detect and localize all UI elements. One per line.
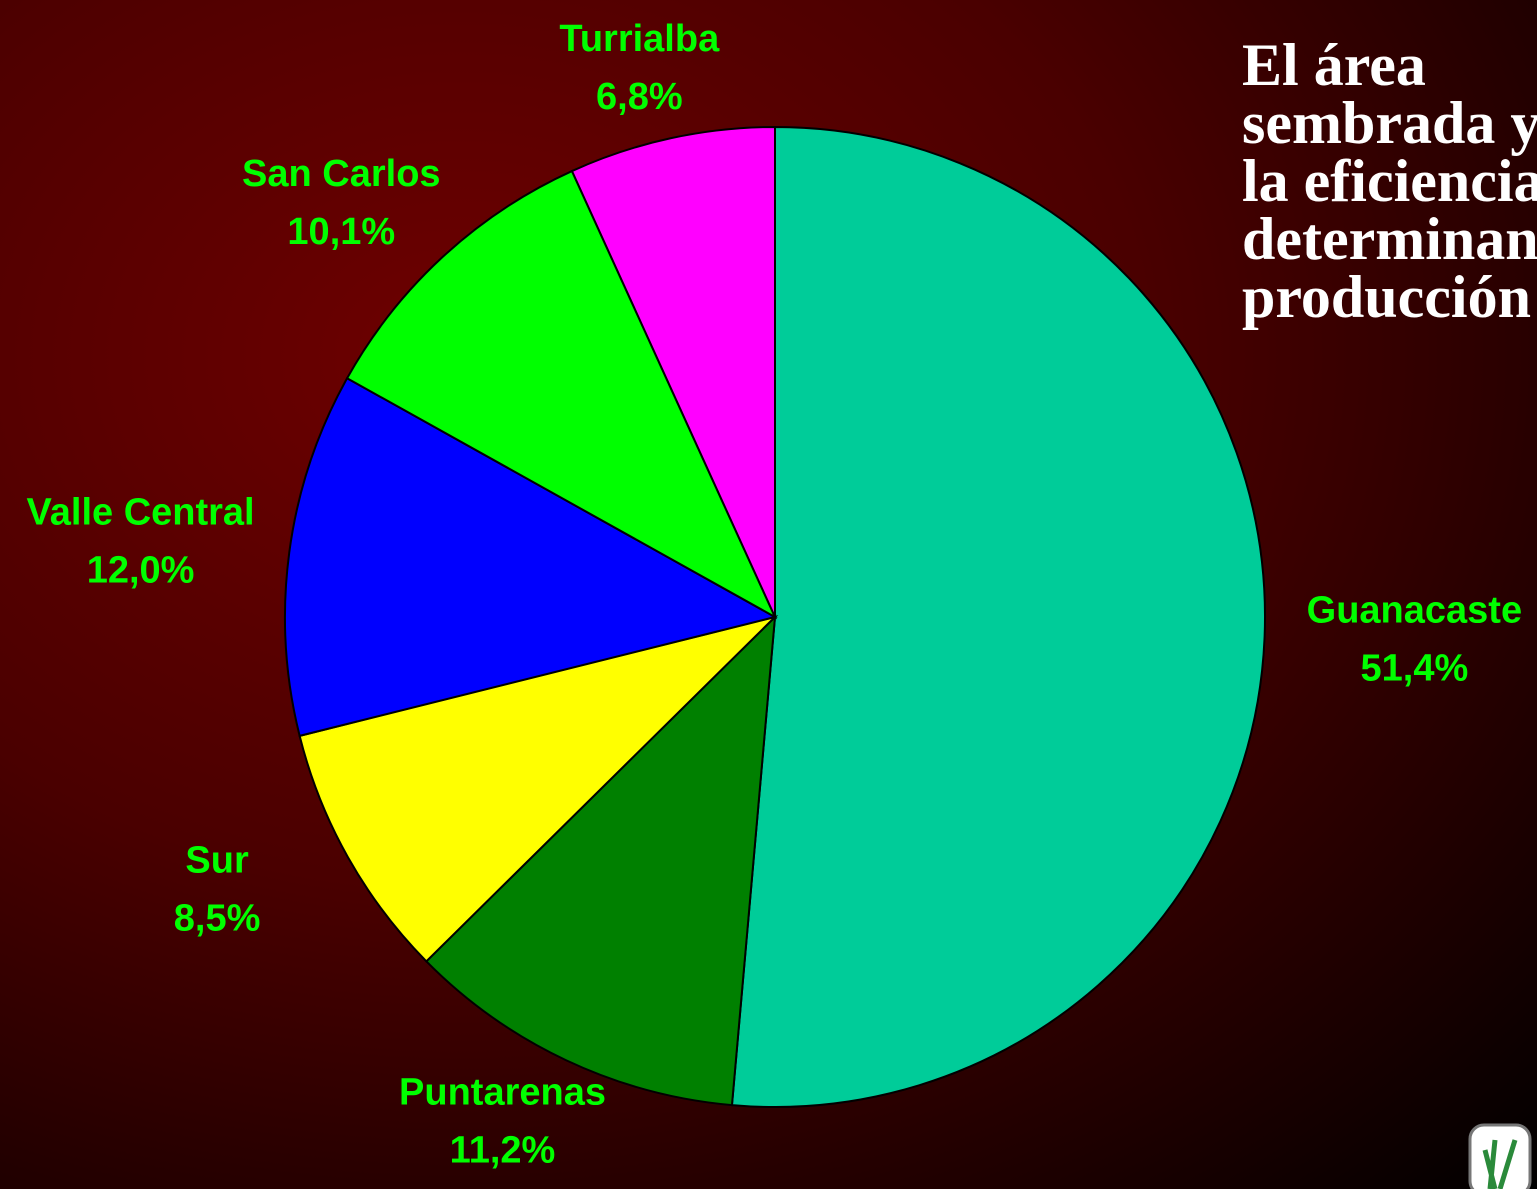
side-text-line: sembrada y [1242,90,1537,156]
slice-value-label: 6,8% [596,76,683,118]
slice-value-label: 51,4% [1361,648,1469,690]
slice-name: Puntarenas [399,1072,606,1114]
pie-slice [424,614,777,1107]
pie-slice [730,125,1266,1108]
pie-slice [298,615,779,963]
slice-value-label: 8,5% [174,897,261,939]
slice-name: Valle Central [27,491,255,533]
slice-name: San Carlos [242,153,441,195]
pie-slice [570,125,776,618]
slice-name: Sur [185,839,249,881]
logo [1468,1123,1532,1189]
slice-value-label: 11,2% [450,1130,556,1172]
pie-slice [345,169,778,620]
slice-name: Turrialba [559,18,720,60]
slice-value-label: 10,1% [287,211,395,253]
slice-name: Guanacaste [1307,590,1522,632]
side-text-line: determinan [1242,206,1537,272]
side-text-line: la eficiencia [1242,148,1537,214]
side-text-line: El área [1242,32,1426,98]
side-text-line: producción [1242,264,1531,330]
pie-slice [284,376,778,738]
slice-value-label: 12,0% [87,549,195,591]
